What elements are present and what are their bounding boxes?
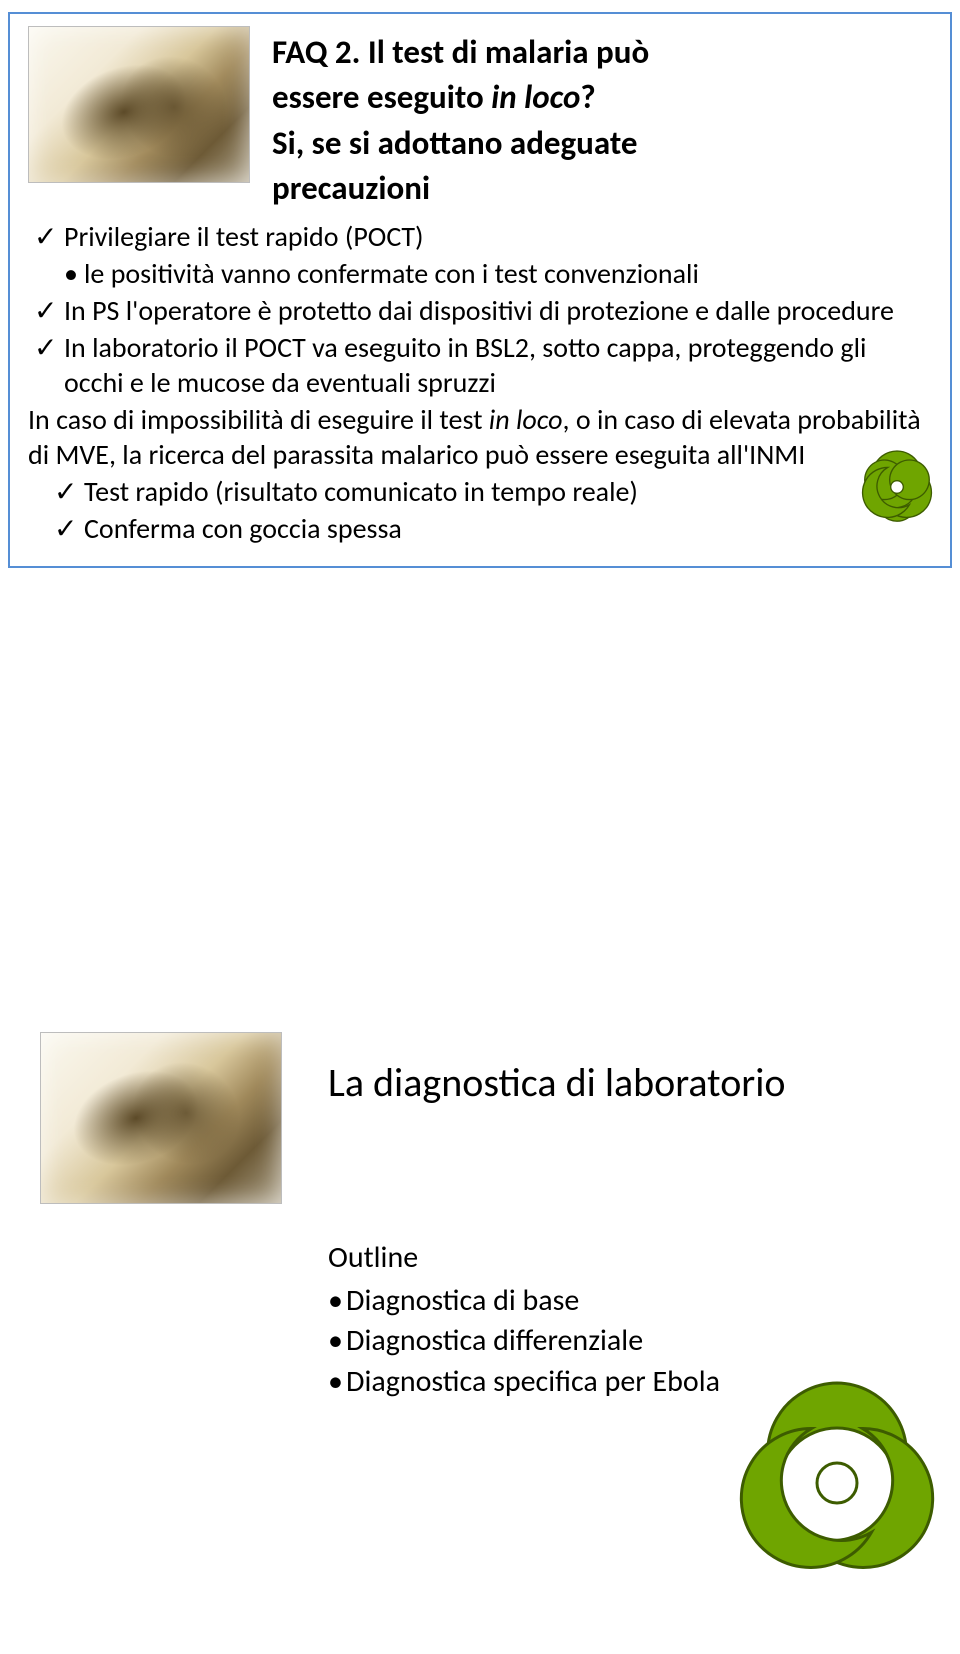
slide2-outline: Outline Diagnostica di base Diagnostica … [328,1238,720,1402]
faq-check-list-3: Test rapido (risultato comunicato in tem… [28,474,932,546]
biohazard-icon [852,442,942,532]
faq-header-row: FAQ 2. Il test di malaria può essere ese… [28,26,932,217]
outline-item-diff: Diagnostica differenziale [328,1321,720,1362]
slide-box: FAQ 2. Il test di malaria può essere ese… [8,12,952,568]
faq-check-list-1: Privilegiare il test rapido (POCT) [28,219,932,254]
faq-title-line2: essere eseguito in loco? [272,77,932,118]
biohazard-icon [712,1358,952,1598]
slide2-title: La diagnostica di laboratorio [328,1058,786,1107]
slide-lab-diagnostics: La diagnostica di laboratorio Outline Di… [0,948,960,1598]
ebola-micrograph-image [28,26,250,183]
slide-faq2: FAQ 2. Il test di malaria può essere ese… [0,12,960,568]
check-item-goccia: Conferma con goccia spessa [48,511,932,546]
faq-bullet-list: le positività vanno confermate con i tes… [28,256,932,291]
outline-list: Diagnostica di base Diagnostica differen… [328,1281,720,1403]
page: FAQ 2. Il test di malaria può essere ese… [0,0,960,1654]
faq-check-list-2: In PS l'operatore è protetto dai disposi… [28,293,932,400]
slide2-wrap: La diagnostica di laboratorio Outline Di… [8,948,952,1598]
check-item-rapid: Test rapido (risultato comunicato in tem… [48,474,932,509]
faq-title-rest: Il test di malaria può [360,32,649,72]
ebola-micrograph-image [40,1032,282,1204]
faq-title-block: FAQ 2. Il test di malaria può essere ese… [272,26,932,217]
faq-paragraph: In caso di impossibilità di eseguire il … [28,402,932,472]
faq-title: FAQ 2. Il test di malaria può [272,32,932,73]
outline-label: Outline [328,1238,720,1279]
faq-number: FAQ 2. [272,32,360,72]
outline-item-ebola: Diagnostica specifica per Ebola [328,1362,720,1403]
check-item-ps: In PS l'operatore è protetto dai disposi… [28,293,932,328]
faq-answer-line2: precauzioni [272,168,932,209]
faq-para-italic: in loco [489,402,563,437]
faq-title-line2-italic: in loco [491,77,580,117]
bullet-item-confirm: le positività vanno confermate con i tes… [28,256,932,291]
check-item-lab: In laboratorio il POCT va eseguito in BS… [28,330,932,400]
faq-answer-line1: Si, se si adottano adeguate [272,123,932,164]
faq-para-a: In caso di impossibilità di eseguire il … [28,402,489,437]
faq-title-line2-b: ? [580,77,595,117]
outline-item-base: Diagnostica di base [328,1281,720,1322]
check-item-poct: Privilegiare il test rapido (POCT) [28,219,932,254]
faq-title-line2-a: essere eseguito [272,77,491,117]
